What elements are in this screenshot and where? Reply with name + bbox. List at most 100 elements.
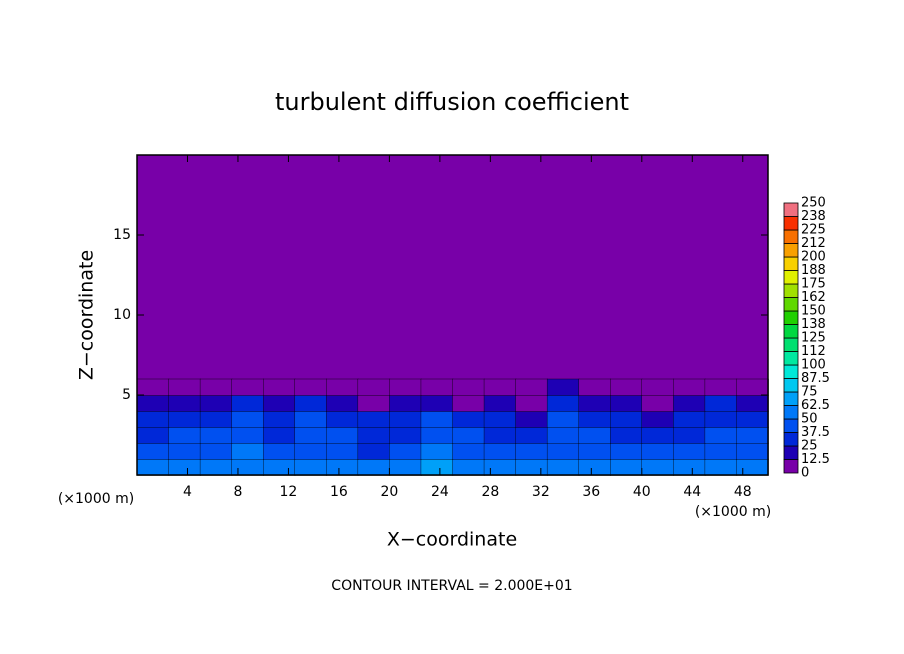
field-cell — [326, 458, 359, 476]
field-cell — [420, 458, 454, 476]
colorbar-label: 12.5 — [801, 452, 830, 467]
field-cell — [515, 442, 548, 460]
field-cell — [326, 394, 359, 412]
field-cell — [736, 410, 769, 428]
x-tick-label: 44 — [683, 484, 701, 500]
field-cell — [736, 426, 769, 444]
field-cell — [263, 378, 296, 396]
field-cell — [483, 378, 517, 396]
field-cell — [704, 458, 738, 476]
field-cell — [610, 458, 643, 476]
field-cell — [641, 394, 675, 412]
field-cell — [673, 410, 706, 428]
field-cell — [389, 410, 422, 428]
field-cell — [136, 458, 170, 476]
field-cell — [610, 442, 643, 460]
field-cell — [483, 410, 517, 428]
field-cell — [168, 426, 201, 444]
field-cell — [326, 442, 359, 460]
colorbar-label: 62.5 — [801, 398, 830, 413]
colorbar-label: 0 — [801, 466, 809, 481]
field-cell — [452, 458, 485, 476]
colorbar-label: 50 — [801, 412, 818, 427]
colorbar-swatch — [783, 445, 799, 460]
chart-title: turbulent diffusion coefficient — [275, 88, 629, 116]
field-cell — [263, 394, 296, 412]
field-cell — [420, 378, 454, 396]
field-cell — [294, 442, 327, 460]
field-cell — [168, 458, 201, 476]
x-tick-label: 36 — [582, 484, 600, 500]
field-cell — [483, 442, 517, 460]
field-cell — [736, 458, 769, 476]
field-cell — [199, 426, 233, 444]
y-tick-label: 10 — [113, 307, 131, 323]
field-cell — [389, 394, 422, 412]
x-tick-label: 20 — [380, 484, 398, 500]
colorbar-swatch — [783, 216, 799, 231]
x-tick-label: 32 — [532, 484, 550, 500]
field-cell — [546, 378, 580, 396]
field-cell — [263, 410, 296, 428]
colorbar-swatch — [783, 324, 799, 339]
field-cell — [578, 378, 611, 396]
field-cell — [199, 442, 233, 460]
colorbar-label: 162 — [801, 290, 826, 305]
colorbar-label: 100 — [801, 358, 826, 373]
x-axis-label: X−coordinate — [387, 529, 517, 551]
field-cell — [610, 426, 643, 444]
x-tick-label: 16 — [330, 484, 348, 500]
x-tick-label: 24 — [431, 484, 449, 500]
colorbar-swatch — [783, 270, 799, 285]
field-cell — [452, 426, 485, 444]
field-cell — [515, 378, 548, 396]
x-tick-label: 48 — [734, 484, 752, 500]
field-cell — [199, 394, 233, 412]
colorbar-label: 37.5 — [801, 425, 830, 440]
z-unit: (×1000 m) — [58, 491, 134, 507]
field-cell — [578, 426, 611, 444]
field-cell — [452, 410, 485, 428]
field-cell — [704, 394, 738, 412]
colorbar-label: 125 — [801, 331, 826, 346]
field-cell — [736, 394, 769, 412]
colorbar-swatch — [783, 405, 799, 420]
colorbar-swatch — [783, 283, 799, 298]
field-cell — [168, 442, 201, 460]
field-cell — [389, 442, 422, 460]
field-cell — [673, 378, 706, 396]
field-cell — [136, 426, 170, 444]
field-cell — [704, 410, 738, 428]
field-cell — [452, 394, 485, 412]
field-cell — [357, 458, 391, 476]
field-cell — [420, 442, 454, 460]
field-cell — [483, 458, 517, 476]
colorbar-label: 138 — [801, 317, 826, 332]
field-cell — [389, 426, 422, 444]
field-cell — [546, 442, 580, 460]
field-cell — [641, 426, 675, 444]
field-cell — [704, 426, 738, 444]
field-cell — [199, 458, 233, 476]
field-cell — [673, 394, 706, 412]
annotation: CONTOUR INTERVAL = 2.000E+01 — [331, 578, 572, 594]
field-cell — [231, 442, 264, 460]
field-cell — [231, 410, 264, 428]
field-cell — [263, 458, 296, 476]
field-cell — [641, 442, 675, 460]
field-cell — [168, 410, 201, 428]
field-cell — [136, 442, 170, 460]
field-cell — [294, 394, 327, 412]
field-cell — [168, 378, 201, 396]
colorbar-swatch — [783, 418, 799, 433]
field-cell — [231, 394, 264, 412]
field-cell — [136, 410, 170, 428]
colorbar-swatch — [783, 391, 799, 406]
colorbar-label: 250 — [801, 196, 826, 211]
field-cell — [231, 458, 264, 476]
field-cell — [168, 394, 201, 412]
x-tick-label: 28 — [481, 484, 499, 500]
colorbar-swatch — [783, 310, 799, 325]
field-cell — [294, 378, 327, 396]
field-cell — [641, 458, 675, 476]
